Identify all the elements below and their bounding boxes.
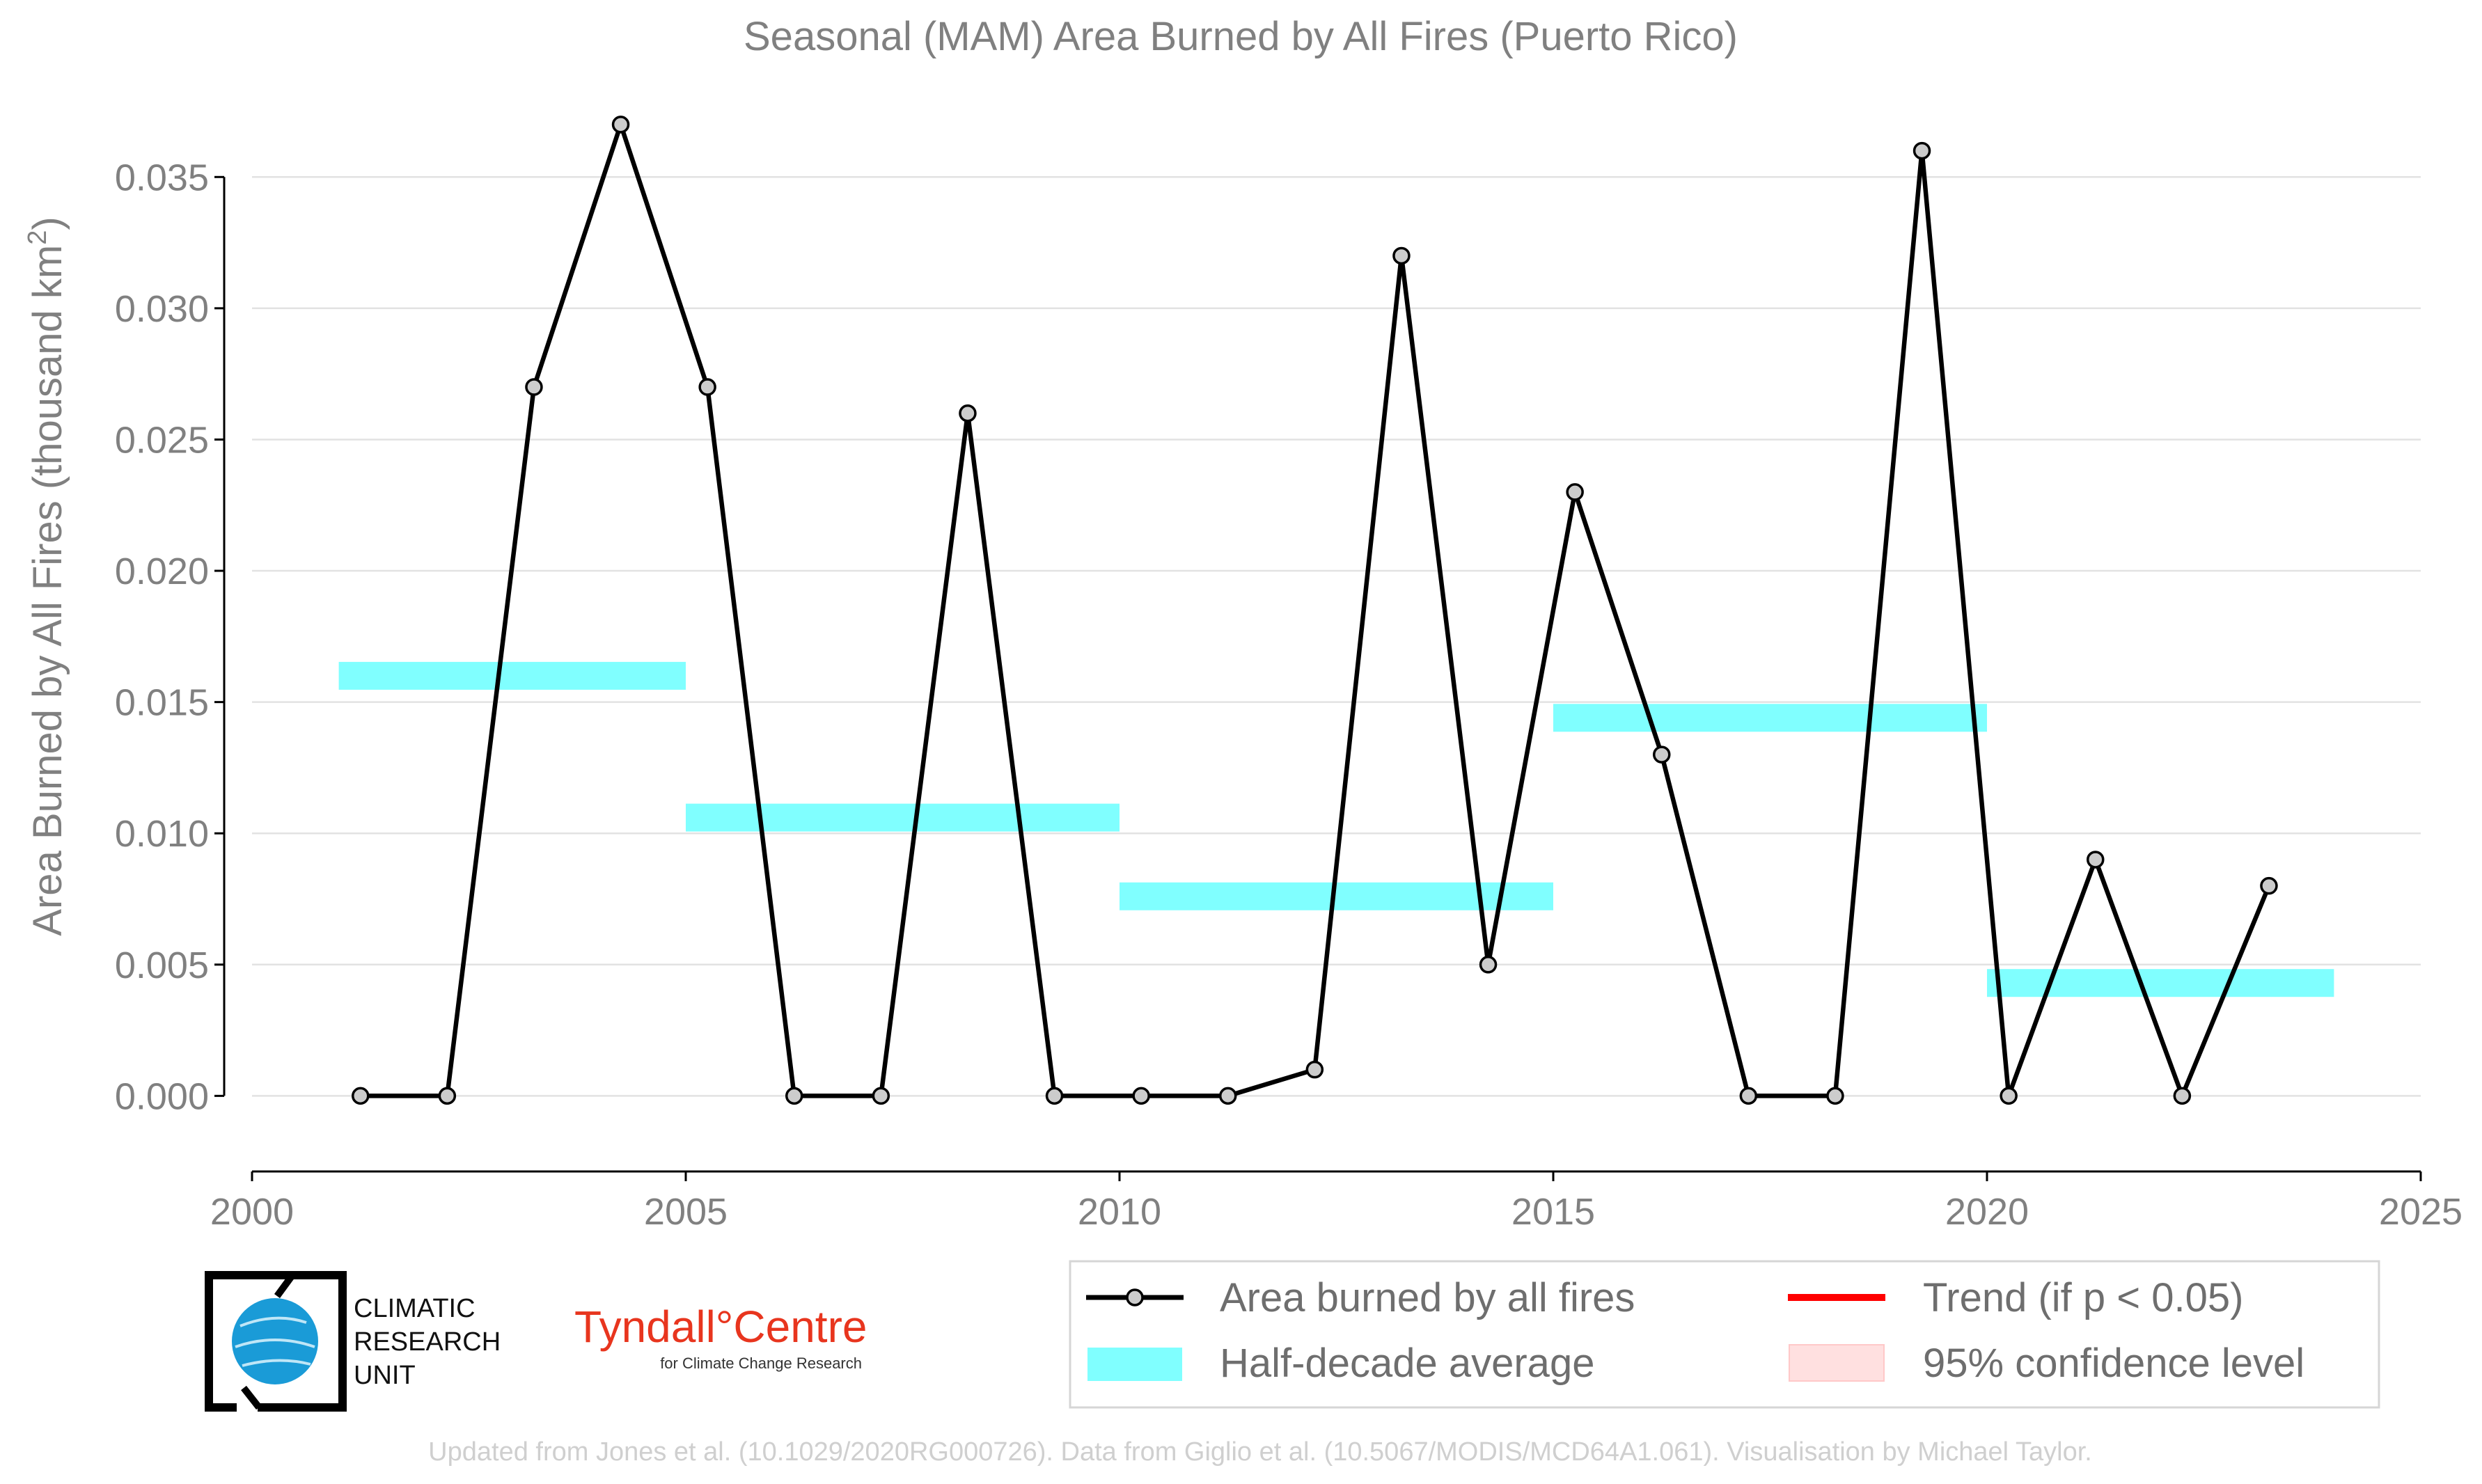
data-point [1826, 1087, 1844, 1105]
data-point [959, 404, 977, 423]
data-point [2087, 851, 2105, 869]
cru-line-1: CLIMATIC [354, 1294, 476, 1323]
y-tick-label: 0.015 [115, 682, 209, 724]
y-tick-label: 0.020 [115, 551, 209, 592]
legend-label-area-burned: Area burned by all fires [1220, 1275, 1635, 1320]
data-point [1305, 1060, 1324, 1079]
cru-line-2: RESEARCH [354, 1327, 501, 1357]
chart-title: Seasonal (MAM) Area Burned by All Fires … [744, 14, 1738, 59]
y-axis-label: Area Burned by All Fires (thousand km2) [23, 216, 70, 936]
legend-box [1069, 1260, 2380, 1409]
legend-confidence-swatch [1789, 1344, 1885, 1382]
half-decade-bar [686, 803, 1120, 832]
y-tick-label: 0.030 [115, 288, 209, 330]
data-point [438, 1087, 457, 1105]
legend-label-trend: Trend (if p < 0.05) [1923, 1275, 2243, 1320]
legend-marker-swatch [1126, 1288, 1144, 1307]
legend-band-swatch [1087, 1348, 1182, 1381]
data-point [872, 1087, 890, 1105]
cru-logo: CLIMATIC RESEARCH UNIT [205, 1271, 501, 1412]
data-point [611, 116, 630, 134]
data-point [1132, 1087, 1150, 1105]
y-tick-label: 0.025 [115, 419, 209, 461]
data-point [1392, 246, 1411, 265]
x-tick-label: 2010 [1078, 1191, 1161, 1233]
cru-line-3: UNIT [354, 1361, 416, 1390]
legend-label-confidence: 95% confidence level [1923, 1341, 2304, 1386]
data-point [1045, 1087, 1064, 1105]
data-point [1219, 1087, 1237, 1105]
data-point [1479, 956, 1498, 974]
data-point [2173, 1087, 2192, 1105]
data-point [2000, 1087, 2018, 1105]
grid-lines [252, 176, 2421, 1097]
footer-credit: Updated from Jones et al. (10.1029/2020R… [428, 1437, 2092, 1467]
x-tick-label: 2025 [2379, 1191, 2463, 1233]
data-point [525, 378, 543, 396]
half-decade-bar [1987, 969, 2334, 997]
half-decade-bar [1553, 704, 1987, 732]
data-point [785, 1087, 803, 1105]
area-burned-series [352, 116, 2278, 1105]
data-point [2260, 876, 2278, 895]
y-axis: 0.000 0.005 0.010 0.015 0.020 0.025 0.030 0.035 [115, 157, 226, 1117]
area-burned-line [360, 122, 2271, 1098]
y-tick-label: 0.035 [115, 157, 209, 198]
x-tick-label: 2015 [1511, 1191, 1595, 1233]
y-tick-label: 0.000 [115, 1075, 209, 1117]
half-decade-average-bands [338, 661, 2334, 997]
tyndall-main-text: Tyndall°Centre [574, 1302, 867, 1352]
data-point [1912, 141, 1931, 160]
half-decade-bar [338, 661, 686, 690]
data-point [1739, 1087, 1758, 1105]
tyndall-logo: Tyndall°Centre for Climate Change Resear… [574, 1302, 867, 1372]
x-tick-label: 2000 [210, 1191, 294, 1233]
legend: Area burned by all fires Trend (if p < 0… [1069, 1260, 2380, 1409]
tyndall-sub-text: for Climate Change Research [660, 1355, 862, 1372]
data-point [1566, 483, 1584, 501]
y-tick-label: 0.005 [115, 945, 209, 986]
data-point [352, 1087, 370, 1105]
data-point [1653, 745, 1671, 764]
x-tick-label: 2020 [1945, 1191, 2029, 1233]
x-axis: 2000 2005 2010 2015 2020 2025 [210, 1170, 2463, 1233]
y-tick-label: 0.010 [115, 813, 209, 855]
x-tick-label: 2005 [644, 1191, 728, 1233]
legend-label-half-decade: Half-decade average [1220, 1341, 1594, 1386]
data-point [698, 378, 716, 396]
